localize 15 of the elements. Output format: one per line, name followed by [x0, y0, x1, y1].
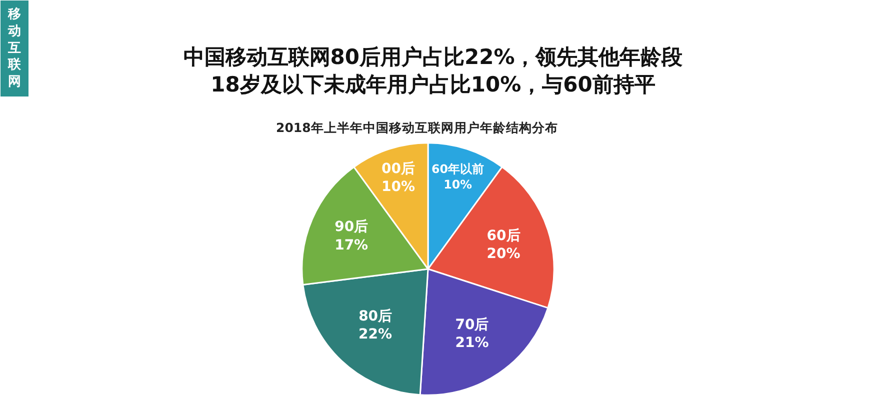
- data-label: 21%: [455, 335, 489, 352]
- data-label: 10%: [444, 177, 472, 192]
- data-label: 17%: [334, 237, 368, 254]
- slice-label: 80后: [358, 308, 392, 325]
- slice-label: 70后: [455, 316, 489, 334]
- text: 移动互联网: [7, 7, 22, 90]
- slice-label: 60后: [486, 226, 520, 244]
- data-label: 20%: [486, 246, 520, 262]
- data-label: 22%: [358, 326, 392, 343]
- slice-label: 90后: [334, 218, 368, 236]
- data-label: 10%: [381, 178, 416, 195]
- slice-label: 60年以前: [432, 162, 484, 176]
- slice-label: 00后: [382, 160, 415, 177]
- chart-subtitle: 2018年上半年中国移动互联网用户年龄结构分布: [276, 120, 558, 135]
- chart-title: 中国移动互联网80后用户占比22%，领先其他年龄段 18岁及以下未成年用户占比10%，与60前持平: [183, 45, 684, 96]
